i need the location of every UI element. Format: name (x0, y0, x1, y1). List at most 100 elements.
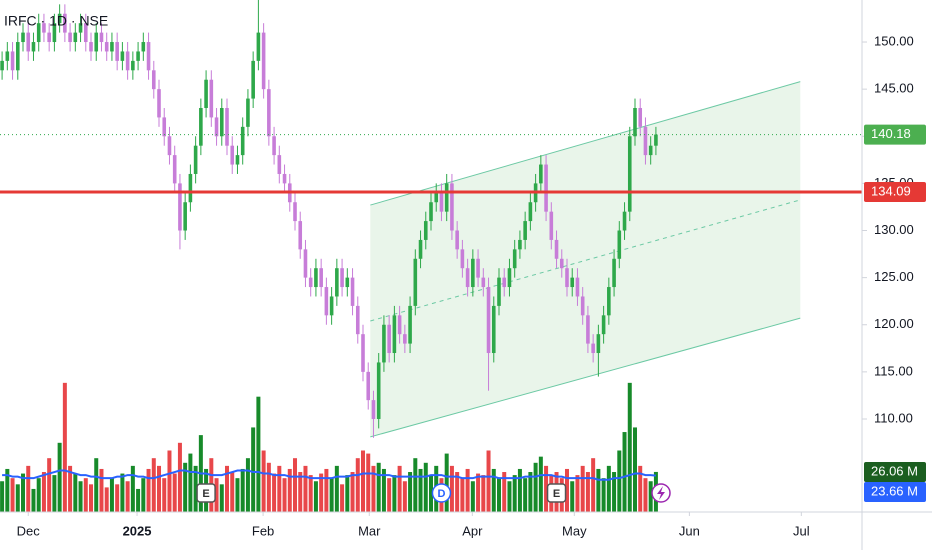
volume-bar (455, 472, 460, 512)
candle-body (188, 173, 193, 203)
volume-bar (162, 478, 167, 512)
volume-bar (491, 468, 496, 512)
volume-bar (188, 453, 193, 512)
candle-body (172, 155, 177, 184)
volume-bar (612, 472, 617, 512)
x-tick-label: Dec (17, 523, 41, 538)
candle-body (502, 277, 507, 288)
candle-body (607, 287, 611, 316)
candle-body (68, 32, 72, 43)
y-tick-label: 125.00 (874, 269, 914, 284)
volume-bar (643, 478, 648, 512)
volume-bar (89, 484, 94, 512)
candle-body (512, 249, 517, 269)
volume-bar (130, 465, 135, 512)
volume-bar (167, 450, 172, 512)
candle-body (465, 268, 470, 288)
candle-body (47, 32, 51, 43)
candle-body (151, 70, 156, 90)
candle-body (104, 42, 109, 52)
volume-bar (601, 478, 606, 512)
volume-bar (36, 478, 41, 512)
candle-body (308, 277, 313, 288)
volume-bar (141, 478, 146, 512)
volume-bar (392, 475, 397, 512)
candle-body (633, 107, 637, 137)
volume-bar (136, 488, 141, 512)
candle-body (418, 239, 423, 259)
volume-bar (214, 478, 219, 512)
candle-body (131, 60, 135, 71)
volume-bar (345, 475, 350, 512)
candle-body (219, 107, 224, 137)
candle-body (408, 305, 412, 344)
candle-body (36, 23, 41, 43)
volume-bar (638, 465, 643, 512)
x-tick-label: Jun (679, 523, 700, 538)
candle-body (324, 287, 329, 316)
x-tick-label: Mar (358, 523, 381, 538)
candle-body (214, 117, 219, 137)
candle-body (162, 117, 167, 137)
volume-bar (449, 465, 454, 512)
volume-bar (157, 465, 162, 512)
candle-body (376, 362, 381, 419)
candle-body (5, 51, 10, 61)
candle-body (403, 334, 407, 344)
candle-body (570, 277, 575, 288)
candle-body (612, 258, 616, 288)
hline-label: 134.09 (871, 183, 911, 198)
alert-icon[interactable] (651, 483, 671, 503)
volume-bar (151, 458, 156, 512)
candle-body (523, 221, 527, 240)
candle-body (193, 145, 198, 174)
volume-bar (387, 478, 392, 512)
y-tick-label: 120.00 (874, 316, 914, 331)
volume-bar (5, 468, 10, 512)
candle-body (63, 13, 67, 33)
volume-bar (423, 462, 428, 512)
candle-body (89, 42, 93, 52)
volume-bar (544, 465, 549, 512)
volume-bar (580, 465, 585, 512)
volume-bar (146, 468, 151, 512)
volume-bar (324, 468, 329, 512)
volume-bar (41, 472, 46, 512)
x-tick-label: Apr (462, 523, 483, 538)
candle-body (157, 89, 161, 118)
volume-bar (193, 465, 198, 512)
candle-body (73, 32, 78, 43)
event-label: E (553, 488, 560, 500)
candle-body (518, 239, 522, 250)
volume-bar (512, 475, 517, 512)
volume-bar (298, 472, 303, 512)
candle-body (397, 315, 402, 335)
volume-bar (183, 462, 188, 512)
volume-bar (575, 475, 580, 512)
candle-body (361, 334, 365, 372)
volume-bar (31, 488, 36, 512)
volume-bar (507, 481, 512, 512)
candle-body (246, 98, 250, 127)
volume-bar (465, 468, 470, 512)
volume-bar (355, 458, 360, 512)
volume-bar (240, 468, 245, 512)
candle-body (601, 315, 606, 335)
volume-bar (109, 478, 114, 512)
volume-bar (313, 481, 318, 512)
candle-body (230, 145, 235, 165)
volume-bar (115, 484, 120, 512)
candle-body (141, 42, 146, 52)
volume-bar (26, 465, 31, 512)
volume-bar (225, 465, 230, 512)
last-price-label: 140.18 (871, 126, 911, 141)
volume-bar (120, 473, 125, 512)
lightning[interactable] (657, 486, 665, 500)
volume-bar (429, 475, 433, 512)
candle-body (392, 315, 397, 354)
candle-body (256, 32, 261, 61)
candle-body (183, 202, 187, 231)
candle-body (57, 13, 62, 24)
candle-body (439, 192, 444, 212)
